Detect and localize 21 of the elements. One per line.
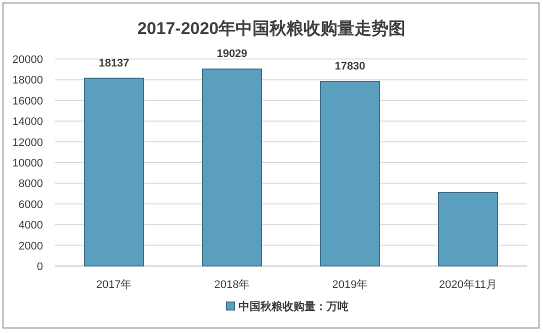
y-tick-label: 8000 xyxy=(18,178,43,190)
y-tick-label: 0 xyxy=(36,261,43,273)
y-tick-label: 12000 xyxy=(12,136,43,149)
x-tick-label: 2017年 xyxy=(96,279,132,291)
chart-title: 2017-2020年中国秋粮收购量走势图 xyxy=(137,19,406,38)
data-label: 18137 xyxy=(98,57,130,70)
legend-label: 中国秋粮收购量：万吨 xyxy=(238,300,348,313)
y-tick-label: 16000 xyxy=(12,95,43,108)
x-tick-label: 2020年11月 xyxy=(439,279,497,291)
x-tick-label: 2018年 xyxy=(214,279,250,291)
y-tick-label: 4000 xyxy=(18,220,43,232)
legend: 中国秋粮收购量：万吨 xyxy=(226,301,348,313)
y-tick-label: 2000 xyxy=(18,240,43,252)
y-tick-label: 14000 xyxy=(12,116,43,128)
data-label: 19029 xyxy=(216,48,248,60)
data-label: 17830 xyxy=(334,60,366,72)
y-tick-label: 6000 xyxy=(18,198,43,211)
x-tick-label: 2019年 xyxy=(332,279,368,291)
y-tick-label: 18000 xyxy=(12,74,43,87)
y-tick-label: 20000 xyxy=(12,54,43,66)
y-tick-label: 10000 xyxy=(12,158,43,170)
